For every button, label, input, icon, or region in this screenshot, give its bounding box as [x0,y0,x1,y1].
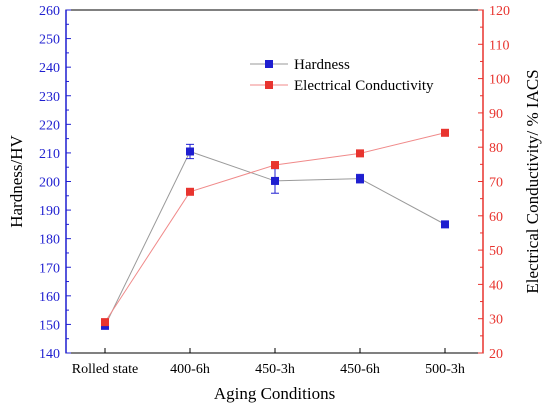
series-layer [101,128,449,330]
left-tick-label: 240 [39,61,60,76]
legend-marker-conductivity [265,81,273,89]
right-tick-label: 30 [489,313,503,328]
right-tick-label: 120 [489,4,510,19]
right-tick-label: 60 [489,210,503,225]
right-tick-label: 80 [489,141,503,156]
right-tick-label: 20 [489,347,503,362]
x-axis-title: Aging Conditions [214,384,335,403]
data-point-conductivity [356,149,364,158]
left-axis-ticks: 140 150 160 170 180 190 200 210 220 230 240 250 260 [39,4,71,362]
left-tick-label: 190 [39,204,60,219]
right-tick-label: 70 [489,176,503,191]
right-tick-label: 40 [489,278,503,293]
right-tick-label: 50 [489,244,503,259]
left-tick-label: 210 [39,147,60,162]
left-tick-label: 150 [39,318,60,333]
left-tick-label: 220 [39,118,60,133]
x-tick-label: 400-6h [170,362,210,377]
x-tick-label: 450-6h [340,362,380,377]
data-point-conductivity [186,187,194,196]
right-tick-label: 100 [489,73,510,88]
legend-item-conductivity: Electrical Conductivity [250,78,434,94]
legend-label-conductivity: Electrical Conductivity [294,78,434,94]
left-tick-label: 200 [39,176,60,191]
left-tick-label: 180 [39,233,60,248]
left-tick-label: 250 [39,33,60,48]
data-point-conductivity [101,318,109,327]
left-tick-label: 230 [39,90,60,105]
left-tick-label: 140 [39,347,60,362]
right-axis-ticks: 20 30 40 50 60 70 80 90 100 110 120 [478,4,510,362]
data-point-hardness [441,220,449,229]
data-point-hardness [356,174,364,183]
left-tick-label: 170 [39,261,60,276]
left-tick-label: 260 [39,4,60,19]
legend-label-hardness: Hardness [294,57,350,73]
left-axis-title: Hardness/HV [7,135,26,228]
left-tick-label: 160 [39,290,60,305]
right-tick-label: 110 [489,38,509,53]
data-point-hardness [186,147,194,156]
legend: Hardness Electrical Conductivity [250,57,434,94]
data-point-conductivity [441,128,449,137]
legend-marker-hardness [265,60,273,68]
right-tick-label: 90 [489,107,503,122]
x-tick-label: 450-3h [255,362,295,377]
legend-item-hardness: Hardness [250,57,350,73]
right-axis-title: Electrical Conductivity/ % IACS [523,69,542,293]
x-axis-ticks: Rolled state 400-6h 450-3h 450-6h 500-3h [72,348,465,377]
x-tick-label: Rolled state [72,362,139,377]
x-tick-label: 500-3h [425,362,465,377]
data-point-hardness [271,176,279,185]
data-point-conductivity [271,161,279,170]
